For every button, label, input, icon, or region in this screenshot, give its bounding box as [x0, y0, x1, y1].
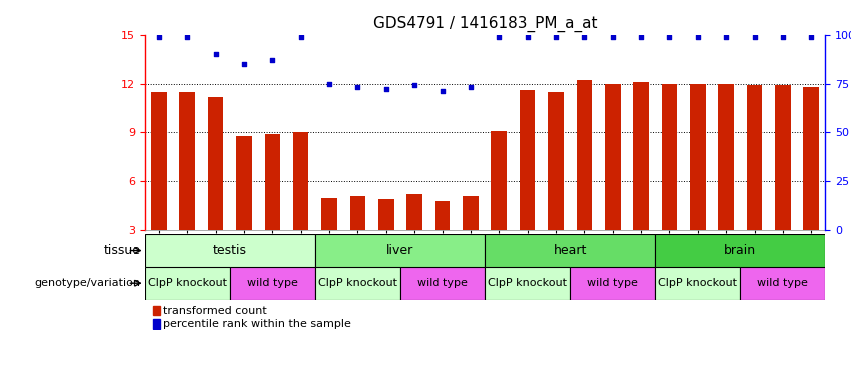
Text: tissue: tissue: [104, 244, 140, 257]
Bar: [322, 198, 337, 230]
Title: GDS4791 / 1416183_PM_a_at: GDS4791 / 1416183_PM_a_at: [373, 16, 597, 32]
Bar: [265, 134, 280, 230]
Point: [493, 33, 506, 40]
Bar: [747, 85, 762, 230]
Bar: [492, 131, 507, 230]
Point: [464, 84, 477, 91]
Bar: [153, 319, 160, 329]
Point: [663, 33, 677, 40]
Bar: [655, 234, 825, 267]
Text: ClpP knockout: ClpP knockout: [659, 278, 737, 288]
Point: [748, 33, 762, 40]
Bar: [485, 234, 655, 267]
Point: [351, 84, 364, 91]
Bar: [463, 196, 478, 230]
Bar: [237, 136, 252, 230]
Text: percentile rank within the sample: percentile rank within the sample: [163, 319, 351, 329]
Text: genotype/variation: genotype/variation: [34, 278, 140, 288]
Text: brain: brain: [724, 244, 757, 257]
Bar: [153, 306, 160, 316]
Point: [578, 33, 591, 40]
Bar: [690, 84, 705, 230]
Bar: [718, 84, 734, 230]
Point: [152, 33, 166, 40]
Bar: [570, 267, 655, 300]
Bar: [151, 92, 167, 230]
Text: heart: heart: [553, 244, 587, 257]
Bar: [350, 196, 365, 230]
Point: [266, 57, 279, 63]
Bar: [145, 267, 230, 300]
Bar: [548, 92, 563, 230]
Point: [323, 81, 336, 87]
Text: liver: liver: [386, 244, 414, 257]
Text: wild type: wild type: [757, 278, 808, 288]
Point: [804, 33, 818, 40]
Bar: [662, 84, 677, 230]
Text: testis: testis: [213, 244, 247, 257]
Text: wild type: wild type: [247, 278, 298, 288]
Point: [237, 61, 251, 67]
Bar: [145, 234, 315, 267]
Point: [549, 33, 563, 40]
Bar: [315, 234, 485, 267]
Bar: [605, 84, 620, 230]
Point: [634, 33, 648, 40]
Point: [776, 33, 790, 40]
Bar: [655, 267, 740, 300]
Point: [180, 33, 194, 40]
Point: [294, 33, 307, 40]
Text: ClpP knockout: ClpP knockout: [318, 278, 397, 288]
Bar: [208, 97, 223, 230]
Bar: [435, 201, 450, 230]
Text: transformed count: transformed count: [163, 306, 267, 316]
Bar: [577, 80, 592, 230]
Bar: [230, 267, 315, 300]
Bar: [740, 267, 825, 300]
Text: ClpP knockout: ClpP knockout: [148, 278, 226, 288]
Bar: [633, 82, 649, 230]
Bar: [485, 267, 570, 300]
Bar: [775, 85, 791, 230]
Bar: [803, 87, 819, 230]
Point: [606, 33, 620, 40]
Bar: [293, 132, 308, 230]
Point: [436, 88, 449, 94]
Text: wild type: wild type: [587, 278, 638, 288]
Bar: [378, 199, 393, 230]
Bar: [400, 267, 485, 300]
Point: [408, 83, 421, 89]
Text: ClpP knockout: ClpP knockout: [488, 278, 567, 288]
Text: wild type: wild type: [417, 278, 468, 288]
Bar: [315, 267, 400, 300]
Point: [691, 33, 705, 40]
Point: [379, 86, 392, 93]
Point: [521, 33, 534, 40]
Bar: [406, 194, 422, 230]
Bar: [180, 92, 195, 230]
Bar: [520, 90, 535, 230]
Point: [719, 33, 733, 40]
Point: [208, 51, 222, 57]
